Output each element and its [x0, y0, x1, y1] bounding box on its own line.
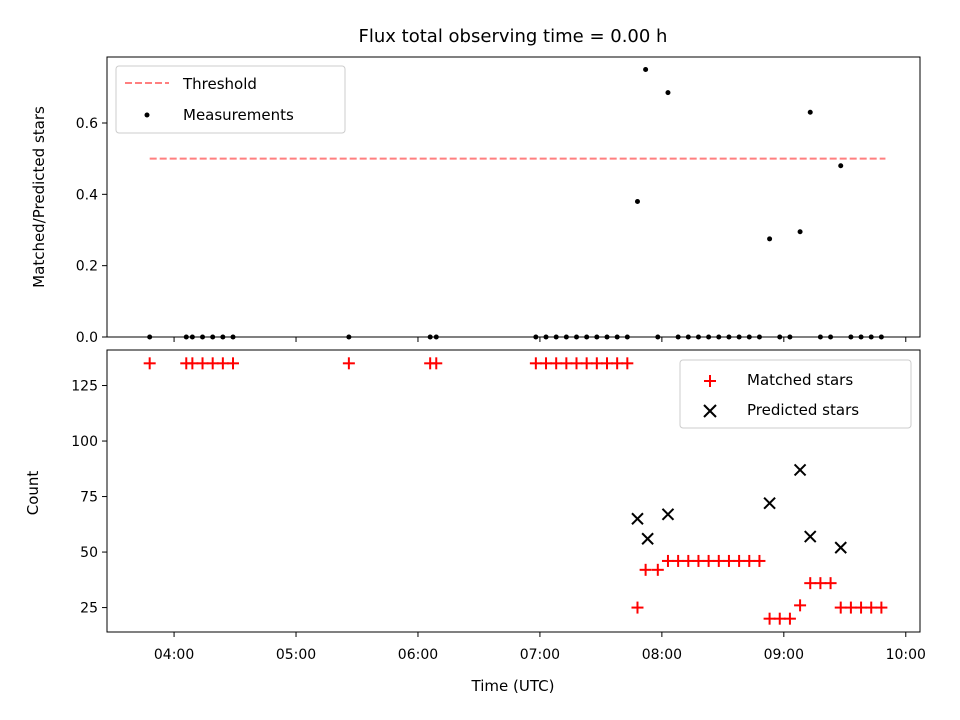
matched-star-marker [529, 357, 542, 370]
legend-measurements-label: Measurements [183, 106, 294, 124]
matched-star-marker [733, 554, 746, 567]
bottom-y-tick-label: 25 [80, 601, 98, 617]
matched-star-marker [186, 357, 199, 370]
matched-star-marker [753, 554, 766, 567]
matched-star-marker [206, 357, 219, 370]
bottom-x-tick-label: 06:00 [398, 647, 438, 663]
matched-star-marker [651, 563, 664, 576]
bottom-panel: 25 50 75 100 125 04:00 05:00 06:00 07:00 08:00 09… [24, 349, 926, 695]
matched-star-marker [621, 357, 634, 370]
top-y-axis-label: Matched/Predicted stars [30, 106, 48, 288]
bottom-y-axis: 25 50 75 100 125 [71, 379, 107, 617]
matched-star-marker [227, 357, 240, 370]
matched-star-marker [580, 357, 593, 370]
predicted-star-marker [804, 530, 817, 543]
matched-star-marker [814, 577, 827, 590]
measurement-point [797, 229, 803, 235]
bottom-axes-frame [106, 349, 921, 633]
bottom-x-tick-label: 07:00 [520, 647, 560, 663]
measurement-point [665, 90, 671, 96]
matched-star-marker [661, 554, 674, 567]
measurement-point [807, 109, 813, 115]
matched-star-marker [560, 357, 573, 370]
predicted-star-marker [661, 508, 675, 521]
top-y-tick-label: 0.6 [76, 116, 98, 132]
bottom-x-tick-label: 04:00 [154, 647, 194, 663]
matched-star-marker [855, 601, 868, 614]
matched-star-marker [834, 601, 847, 614]
matched-star-marker [550, 357, 563, 370]
matched-star-marker [639, 563, 652, 576]
bottom-legend-box [679, 359, 912, 429]
matched-star-marker [875, 601, 888, 614]
matched-star-marker [844, 601, 857, 614]
predicted-star-marker [763, 497, 776, 510]
bottom-y-tick-label: 75 [80, 490, 98, 506]
legend-threshold-label: Threshold [182, 75, 257, 93]
bottom-x-tick-label: 09:00 [764, 647, 804, 663]
top-legend-box [115, 65, 346, 134]
measurement-point [767, 236, 773, 242]
predicted-star-marker [641, 532, 654, 545]
matched-star-marker [216, 357, 229, 370]
bottom-y-axis-label: Count [24, 471, 42, 516]
matched-star-marker [682, 554, 695, 567]
matched-star-marker [692, 554, 705, 567]
legend-predicted-swatch [703, 404, 717, 418]
matched-star-marker [672, 554, 685, 567]
matched-star-marker [783, 612, 796, 625]
top-y-axis: 0.0 0.2 0.4 0.6 [76, 116, 107, 346]
matched-star-marker [196, 357, 209, 370]
matched-star-marker [722, 554, 735, 567]
matched-star-marker [570, 357, 583, 370]
matched-star-marker [702, 554, 715, 567]
legend-measurements-swatch [144, 112, 150, 118]
predicted-star-marker [834, 541, 847, 554]
bottom-x-axis-label: Time (UTC) [471, 677, 555, 695]
bottom-x-tick-label: 08:00 [642, 647, 682, 663]
measurement-point [634, 198, 640, 204]
top-legend: Threshold Measurements [115, 65, 346, 134]
matched-star-marker [611, 357, 624, 370]
bottom-legend: Matched stars Predicted stars [679, 359, 912, 429]
bottom-x-tick-label: 10:00 [886, 647, 926, 663]
matched-star-marker [712, 554, 725, 567]
top-panel: 0.0 0.2 0.4 0.6 Matched/Predicted stars Thr… [30, 56, 921, 346]
top-y-tick-label: 0.0 [76, 330, 98, 346]
matched-star-marker [590, 357, 603, 370]
matched-star-marker [143, 357, 156, 370]
legend-matched-swatch [704, 375, 716, 387]
legend-predicted-label: Predicted stars [747, 401, 859, 419]
matched-star-marker [430, 357, 443, 370]
bottom-plot-marks [143, 357, 888, 625]
top-y-tick-label: 0.4 [76, 187, 98, 203]
matched-star-marker [540, 357, 553, 370]
top-y-tick-label: 0.2 [76, 259, 98, 275]
legend-matched-label: Matched stars [747, 371, 853, 389]
matched-star-marker [743, 554, 756, 567]
matched-star-marker [342, 357, 355, 370]
matched-star-marker [631, 601, 644, 614]
bottom-x-tick-label: 05:00 [276, 647, 316, 663]
top-x-ticks [173, 337, 907, 342]
bottom-y-tick-label: 100 [71, 434, 98, 450]
matched-star-marker [865, 601, 878, 614]
bottom-x-axis: 04:00 05:00 06:00 07:00 08:00 09:00 10:00 [154, 632, 926, 663]
matched-star-marker [600, 357, 613, 370]
matched-star-marker [824, 577, 837, 590]
bottom-y-tick-label: 50 [80, 545, 98, 561]
matched-star-marker [794, 599, 807, 612]
measurement-point [643, 66, 649, 72]
matched-star-marker [763, 612, 776, 625]
predicted-star-marker [631, 512, 644, 525]
top-axes-frame [106, 56, 921, 338]
chart-title: Flux total observing time = 0.00 h [359, 26, 668, 47]
bottom-y-tick-label: 125 [71, 379, 98, 395]
predicted-star-marker [793, 463, 807, 477]
matched-star-marker [804, 577, 817, 590]
measurement-point [838, 163, 844, 169]
matched-star-marker [773, 612, 786, 625]
